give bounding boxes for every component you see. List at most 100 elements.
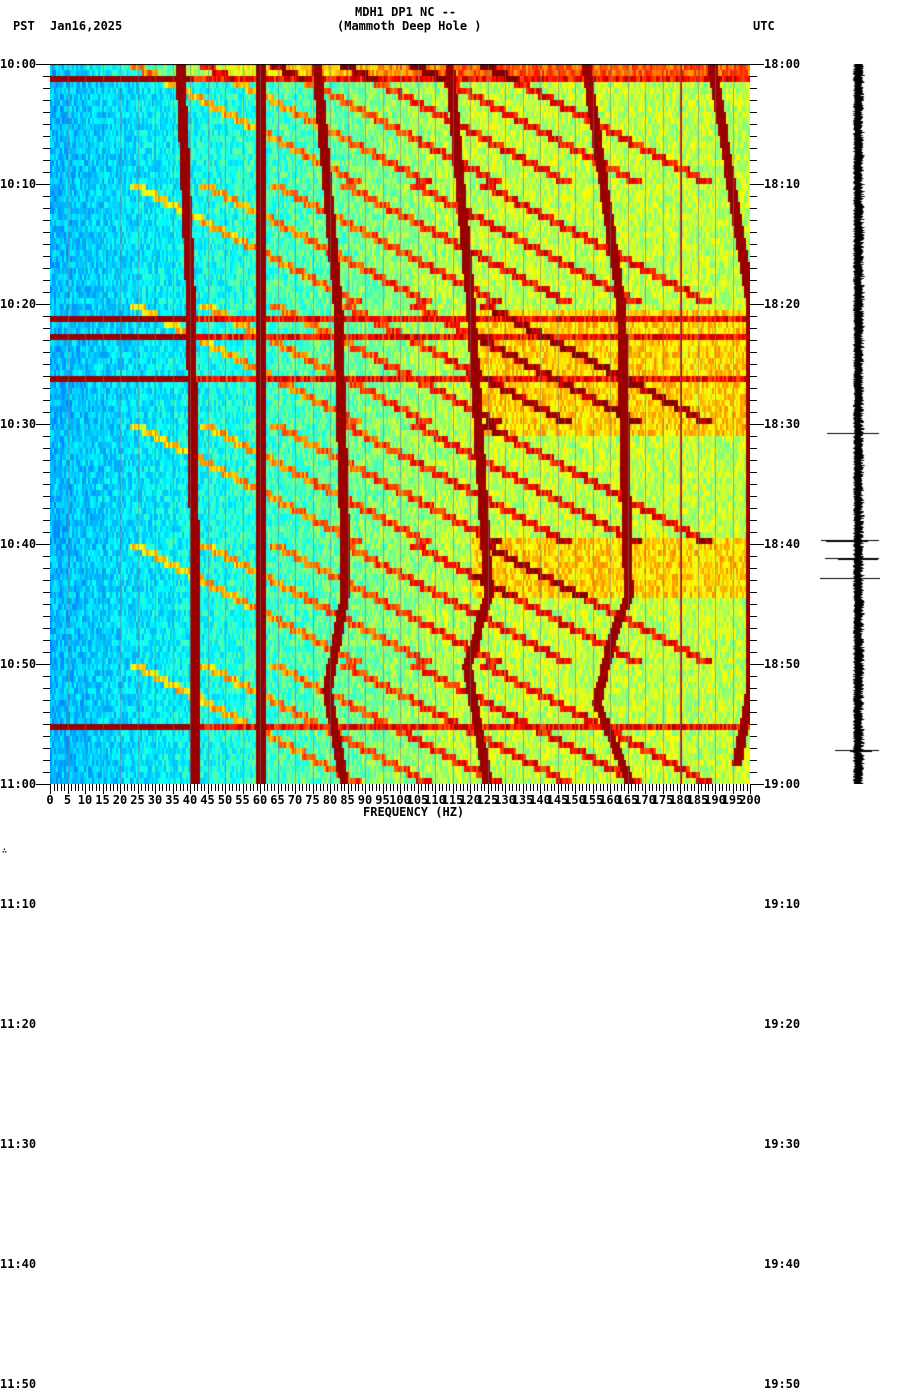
x-tick — [71, 784, 72, 791]
station-name: (Mammoth Deep Hole ) — [337, 19, 482, 33]
y-tick-left — [43, 520, 50, 521]
x-tick-label: 80 — [322, 793, 338, 807]
y-tick-left — [43, 496, 50, 497]
y-tick-label-left: 11:10 — [0, 897, 37, 911]
y-tick-right — [750, 400, 757, 401]
x-tick-label: 25 — [130, 793, 145, 807]
x-tick — [557, 784, 559, 794]
x-tick — [547, 784, 548, 791]
x-tick — [379, 784, 380, 791]
y-tick-right — [750, 376, 757, 377]
x-tick — [270, 784, 272, 791]
x-tick — [536, 784, 538, 791]
x-tick — [750, 784, 751, 794]
x-tick — [302, 784, 303, 791]
x-tick — [225, 784, 226, 794]
x-tick — [214, 784, 216, 791]
y-tick-left — [43, 112, 50, 113]
y-tick-right — [750, 136, 757, 137]
y-tick-label-right: 19:10 — [764, 897, 801, 911]
x-tick — [659, 784, 660, 791]
y-tick-left — [43, 256, 50, 257]
y-tick-left — [43, 652, 50, 653]
x-tick — [148, 784, 149, 791]
x-tick — [596, 784, 597, 791]
y-tick-right — [750, 316, 757, 317]
x-tick — [701, 784, 702, 791]
x-tick — [81, 784, 83, 791]
x-tick — [690, 784, 692, 791]
x-tick — [382, 784, 384, 794]
x-tick-label: 160 — [599, 793, 621, 807]
x-tick — [522, 784, 524, 794]
x-tick — [624, 784, 625, 791]
y-tick-right — [750, 232, 757, 233]
x-tick-label: 110 — [424, 793, 446, 807]
x-tick — [648, 784, 650, 791]
y-tick-left — [43, 472, 50, 473]
y-tick-left — [43, 400, 50, 401]
x-tick — [337, 784, 338, 791]
x-tick — [645, 784, 646, 794]
x-tick — [575, 784, 576, 794]
y-tick-right — [750, 652, 757, 653]
y-tick-left — [43, 436, 50, 437]
x-tick — [361, 784, 363, 791]
y-tick-label-right: 18:50 — [764, 657, 801, 671]
x-tick — [365, 784, 366, 794]
y-tick-label-right: 19:00 — [764, 777, 801, 791]
y-tick-right — [750, 244, 757, 245]
y-tick-label-left: 11:00 — [0, 777, 37, 791]
y-tick-label-left: 10:50 — [0, 657, 37, 671]
x-tick — [515, 784, 517, 791]
x-tick-label: 105 — [406, 793, 429, 807]
y-tick-right — [750, 292, 757, 293]
x-tick — [260, 784, 261, 794]
x-tick — [638, 784, 639, 791]
x-tick — [333, 784, 335, 791]
y-tick-left — [43, 268, 50, 269]
x-tick — [232, 784, 233, 791]
x-tick-label: 125 — [476, 793, 499, 807]
x-tick — [102, 784, 104, 794]
x-tick — [340, 784, 342, 791]
y-tick-label-right: 18:00 — [764, 57, 801, 71]
x-tick-label: 5 — [63, 793, 72, 807]
y-tick-right — [750, 256, 757, 257]
x-tick — [561, 784, 562, 791]
x-tick — [190, 784, 191, 794]
x-tick-label: 150 — [564, 793, 586, 807]
x-tick — [92, 784, 93, 791]
x-tick — [179, 784, 181, 791]
x-tick-label: 195 — [721, 793, 744, 807]
y-tick-right — [750, 436, 757, 437]
y-tick-right — [750, 616, 757, 617]
x-tick — [326, 784, 328, 791]
y-tick-right — [750, 100, 757, 101]
x-tick — [452, 784, 454, 794]
y-tick-right — [750, 64, 764, 65]
x-tick — [641, 784, 643, 791]
x-tick — [141, 784, 142, 791]
x-tick — [113, 784, 114, 791]
x-tick — [477, 784, 478, 791]
x-tick-label: 120 — [459, 793, 481, 807]
x-tick — [550, 784, 552, 791]
y-tick-label-right: 18:30 — [764, 417, 801, 431]
y-tick-left — [43, 580, 50, 581]
y-tick-right — [750, 580, 757, 581]
x-tick — [347, 784, 349, 794]
x-tick — [543, 784, 545, 791]
y-tick-left — [43, 316, 50, 317]
x-tick — [519, 784, 520, 791]
x-tick — [445, 784, 447, 791]
y-tick-label-left: 10:40 — [0, 537, 37, 551]
x-tick — [620, 784, 622, 791]
x-tick — [403, 784, 405, 791]
x-tick — [295, 784, 296, 794]
x-tick — [169, 784, 170, 791]
x-tick — [305, 784, 307, 791]
x-tick-label: 0 — [46, 793, 54, 807]
y-tick-right — [750, 88, 757, 89]
y-tick-left — [43, 484, 50, 485]
